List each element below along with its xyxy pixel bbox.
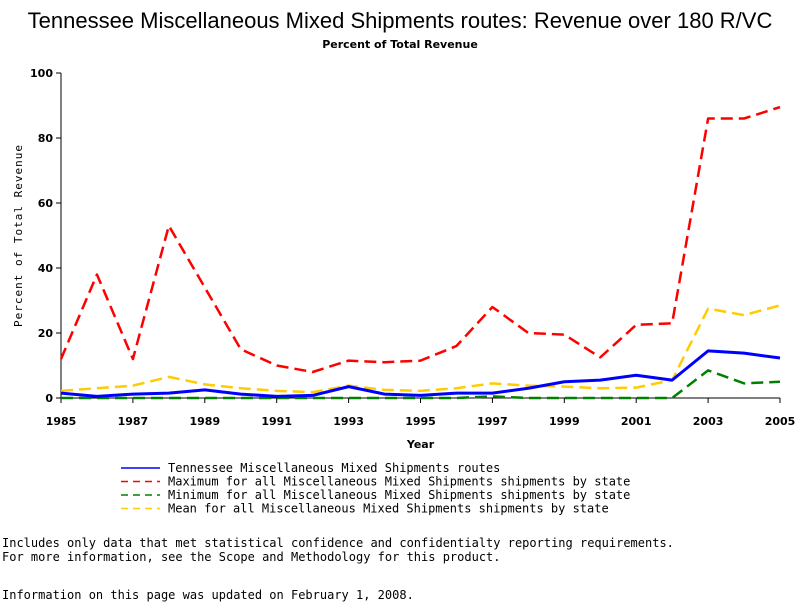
legend-label-3: Mean for all Miscellaneous Mixed Shipmen… bbox=[168, 502, 609, 516]
y-tick-label: 20 bbox=[38, 327, 54, 340]
y-tick-label: 0 bbox=[45, 392, 53, 405]
legend-label-2: Minimum for all Miscellaneous Mixed Ship… bbox=[168, 488, 630, 502]
x-tick-label: 1999 bbox=[549, 415, 580, 428]
y-tick-label: 40 bbox=[38, 262, 54, 275]
x-tick-label: 1991 bbox=[261, 415, 292, 428]
x-tick-label: 1995 bbox=[405, 415, 436, 428]
x-tick-label: 2005 bbox=[765, 415, 796, 428]
x-tick-label: 1985 bbox=[46, 415, 77, 428]
chart-axes: 0 20 40 60 80 100 1985 1987 1989 1991 1993 1995 1997… bbox=[12, 67, 795, 451]
legend-label-0: Tennessee Miscellaneous Mixed Shipments … bbox=[168, 461, 500, 475]
footnote-confidence: Includes only data that met statistical … bbox=[2, 536, 674, 550]
series-line-3 bbox=[60, 304, 781, 394]
series-line-2 bbox=[61, 369, 781, 400]
footnote-updated: Information on this page was updated on … bbox=[2, 588, 414, 602]
series-line-1 bbox=[59, 105, 781, 374]
x-axis-title: Year bbox=[406, 438, 435, 451]
x-tick-label: 2001 bbox=[621, 415, 652, 428]
legend-label-1: Maximum for all Miscellaneous Mixed Ship… bbox=[168, 475, 630, 489]
footnote-methodology: For more information, see the Scope and … bbox=[2, 550, 501, 564]
y-tick-label: 100 bbox=[30, 67, 53, 80]
x-tick-label: 1989 bbox=[189, 415, 220, 428]
x-tick-label: 2003 bbox=[693, 415, 724, 428]
x-tick-label: 1993 bbox=[333, 415, 364, 428]
x-tick-label: 1987 bbox=[118, 415, 149, 428]
chart-legend: Tennessee Miscellaneous Mixed Shipments … bbox=[121, 461, 630, 516]
y-tick-label: 80 bbox=[38, 132, 54, 145]
y-tick-label: 60 bbox=[38, 197, 54, 210]
x-tick-label: 1997 bbox=[477, 415, 508, 428]
series-line-0 bbox=[60, 349, 781, 398]
chart-subtitle: Percent of Total Revenue bbox=[322, 38, 478, 51]
chart-title: Tennessee Miscellaneous Mixed Shipments … bbox=[27, 8, 773, 33]
series-layer bbox=[59, 105, 781, 400]
y-axis-title: Percent of Total Revenue bbox=[12, 144, 25, 327]
